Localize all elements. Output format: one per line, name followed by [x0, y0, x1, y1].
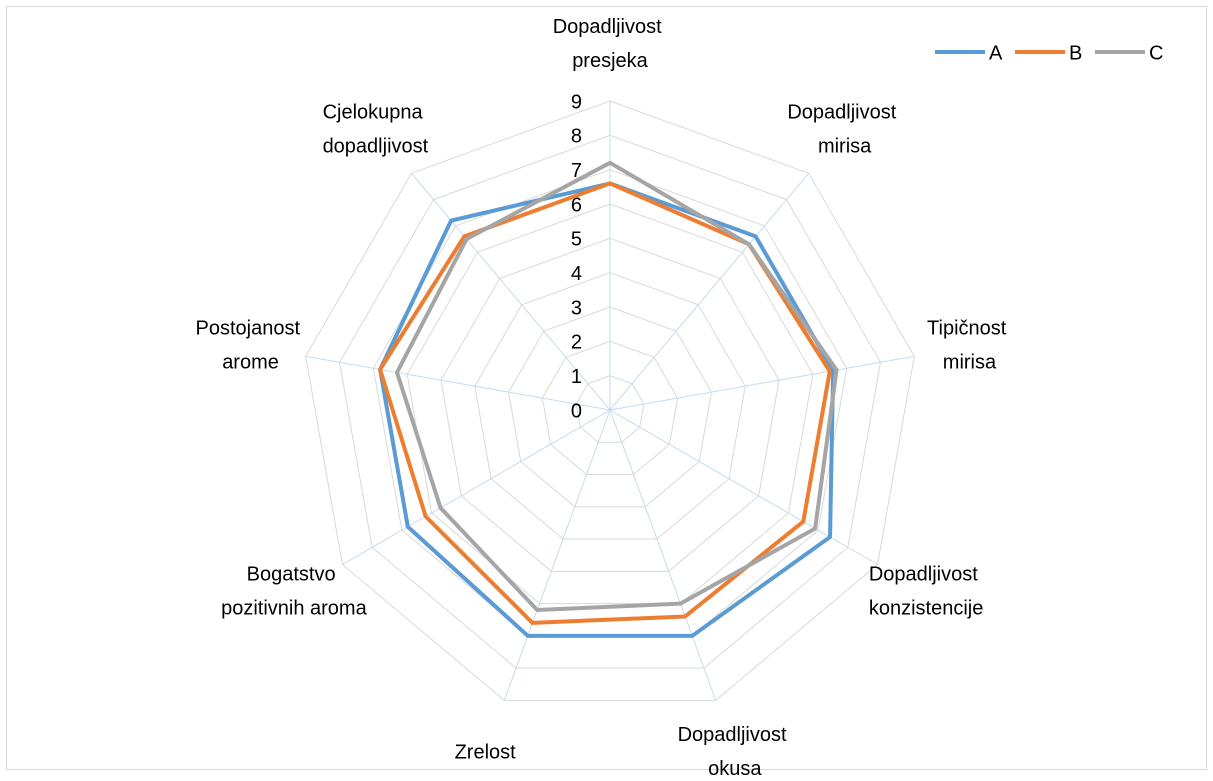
category-label: Dopadljivost konzistencije — [869, 564, 984, 620]
series-line — [394, 160, 839, 613]
category-label: Dopadljivost presjeka — [553, 16, 668, 72]
category-label: Bogatstvo pozitivnih aroma — [221, 564, 368, 620]
r-tick-label: 1 — [571, 366, 582, 388]
r-tick-label: 8 — [571, 126, 582, 148]
grid-ring — [541, 340, 679, 476]
spoke — [342, 409, 611, 565]
spoke — [609, 355, 915, 411]
series-line — [378, 181, 832, 625]
grid-ring — [305, 100, 915, 701]
legend-label: B — [1069, 42, 1082, 64]
r-tick-label: 4 — [571, 263, 582, 285]
legend-label: A — [989, 42, 1003, 64]
chart-border — [6, 6, 1207, 770]
r-tick-label: 2 — [571, 332, 582, 354]
grid-ring — [474, 272, 746, 540]
grid-ring — [406, 203, 814, 605]
r-tick-label: 5 — [571, 229, 582, 251]
grid-ring — [338, 134, 882, 669]
legend-label: C — [1149, 42, 1163, 64]
spoke — [609, 172, 810, 411]
spoke — [305, 355, 611, 411]
r-tick-label: 7 — [571, 160, 582, 182]
category-label: Dopadljivost okusa — [678, 724, 793, 776]
spoke — [503, 409, 611, 701]
category-label: Dopadljivost mirisa — [787, 102, 902, 158]
grid-ring — [575, 375, 645, 443]
spoke — [410, 172, 611, 411]
grid-ring — [440, 237, 780, 572]
spoke — [609, 409, 878, 565]
r-tick-label: 6 — [571, 194, 582, 216]
category-label: Zrelost — [455, 741, 517, 763]
grid-ring — [508, 306, 712, 508]
r-tick-label: 3 — [571, 297, 582, 319]
spoke — [609, 409, 717, 701]
category-label: Postojanost arome — [196, 318, 306, 374]
r-tick-label: 0 — [571, 400, 582, 422]
category-label: Cjelokupna dopadljivost — [323, 102, 429, 158]
r-tick-label: 9 — [571, 91, 582, 113]
category-label: Tipičnost mirisa — [927, 318, 1012, 374]
series-line — [378, 181, 836, 638]
